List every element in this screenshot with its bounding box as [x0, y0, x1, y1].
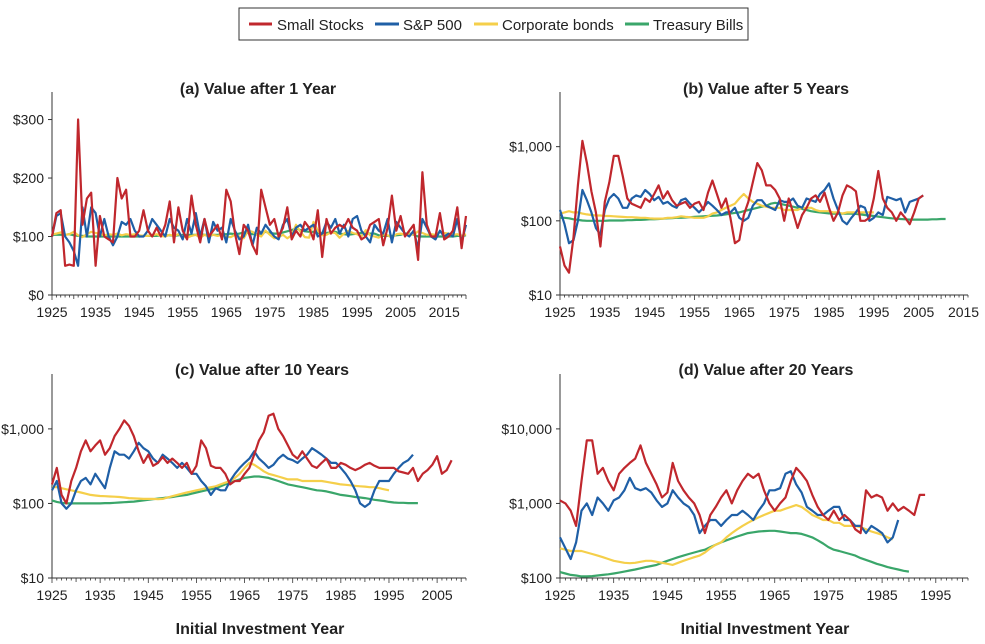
y-tick-label-c: $100 — [13, 495, 44, 511]
series-line-corporate-bonds-b — [559, 192, 874, 220]
x-tick-label-c: 1935 — [85, 587, 116, 603]
x-tick-label-a: 2015 — [429, 304, 460, 320]
y-tick-label-b: $1,000 — [509, 139, 552, 155]
x-tick-label-b: 1935 — [589, 304, 620, 320]
x-tick-label-b: 1985 — [813, 304, 844, 320]
x-tick-label-c: 1985 — [325, 587, 356, 603]
series-line-small-stocks-d — [559, 439, 926, 535]
x-tick-label-d: 1985 — [867, 587, 898, 603]
legend: Small Stocks S&P 500 Corporate bonds Tre… — [238, 7, 749, 41]
x-tick-label-b: 2005 — [903, 304, 934, 320]
y-tick-label-c: $1,000 — [1, 421, 44, 437]
y-tick-label-a: $300 — [13, 112, 44, 128]
series-line-small-stocks-b — [558, 139, 924, 274]
x-tick-label-a: 1975 — [254, 304, 285, 320]
x-tick-label-a: 1985 — [298, 304, 329, 320]
x-tick-label-b: 1925 — [544, 304, 575, 320]
chart-title-a: (a) Value after 1 Year — [180, 81, 336, 98]
series-line-corporate-bonds-d — [559, 504, 894, 566]
legend-label-sp500: S&P 500 — [403, 17, 462, 34]
x-tick-label-d: 1965 — [759, 587, 790, 603]
series-line-small-stocks-c — [50, 412, 453, 505]
x-tick-label-c: 1965 — [229, 587, 260, 603]
y-tick-label-a: $200 — [13, 170, 44, 186]
x-tick-label-b: 1995 — [858, 304, 889, 320]
panel-b: (b) Value after 5 Years $10 $100 $1,000 1925… — [509, 81, 979, 320]
series-line-s-p-500-d — [559, 470, 900, 561]
x-tick-label-c: 1945 — [133, 587, 164, 603]
x-tick-label-a: 1925 — [36, 304, 67, 320]
x-tick-label-c: 1975 — [277, 587, 308, 603]
x-axis-title-right: Initial Investment Year — [681, 621, 850, 638]
x-tick-label-d: 1945 — [652, 587, 683, 603]
y-tick-label-d: $10,000 — [501, 421, 552, 437]
y-tick-label-b: $100 — [521, 213, 552, 229]
x-tick-label-a: 1965 — [211, 304, 242, 320]
x-tick-label-a: 1955 — [167, 304, 198, 320]
x-tick-label-a: 2005 — [385, 304, 416, 320]
x-tick-label-d: 1935 — [598, 587, 629, 603]
panel-a: (a) Value after 1 Year $0 $100 $200 $300 1925… — [13, 81, 468, 320]
legend-label-small-stocks: Small Stocks — [277, 17, 364, 34]
chart-title-c: (c) Value after 10 Years — [175, 362, 349, 379]
x-tick-label-c: 1955 — [181, 587, 212, 603]
x-tick-label-b: 2015 — [948, 304, 979, 320]
x-tick-label-c: 1995 — [373, 587, 404, 603]
x-axis-title-left: Initial Investment Year — [176, 621, 345, 638]
series-line-s-p-500-b — [558, 182, 924, 245]
y-tick-label-c: $10 — [21, 570, 45, 586]
y-tick-label-b: $10 — [529, 287, 553, 303]
panel-c: (c) Value after 10 Years $10 $100 $1,000 192… — [1, 362, 467, 603]
x-tick-label-b: 1975 — [769, 304, 800, 320]
series-line-small-stocks-a — [50, 118, 468, 267]
x-tick-label-d: 1925 — [544, 587, 575, 603]
x-tick-label-b: 1965 — [724, 304, 755, 320]
x-tick-label-b: 1955 — [679, 304, 710, 320]
y-tick-label-d: $100 — [521, 570, 552, 586]
series-line-s-p-500-c — [51, 441, 414, 510]
x-tick-label-a: 1995 — [341, 304, 372, 320]
x-tick-label-c: 1925 — [36, 587, 67, 603]
y-tick-label-d: $1,000 — [509, 495, 552, 511]
x-tick-label-d: 1995 — [920, 587, 951, 603]
x-tick-label-d: 1975 — [813, 587, 844, 603]
series-line-treasury-bills-d — [559, 529, 910, 578]
chart-title-b: (b) Value after 5 Years — [683, 81, 849, 98]
x-tick-label-c: 2005 — [422, 587, 453, 603]
x-tick-label-b: 1945 — [634, 304, 665, 320]
x-tick-label-a: 1935 — [80, 304, 111, 320]
chart-title-d: (d) Value after 20 Years — [679, 362, 854, 379]
panel-d: (d) Value after 20 Years $100 $1,000 $10,00… — [501, 362, 969, 603]
series-line-corporate-bonds-c — [52, 461, 390, 501]
x-tick-label-a: 1945 — [124, 304, 155, 320]
y-tick-label-a: $100 — [13, 229, 44, 245]
legend-label-corporate-bonds: Corporate bonds — [502, 17, 614, 34]
legend-label-treasury-bills: Treasury Bills — [653, 17, 743, 34]
x-tick-label-d: 1955 — [705, 587, 736, 603]
y-tick-label-a: $0 — [28, 287, 44, 303]
series-line-treasury-bills-b — [560, 201, 946, 222]
